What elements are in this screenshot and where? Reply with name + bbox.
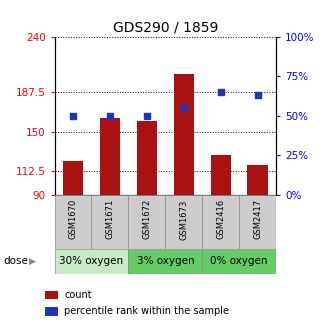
Bar: [211, 155, 231, 195]
Text: 3% oxygen: 3% oxygen: [136, 256, 194, 266]
Text: GSM1673: GSM1673: [179, 199, 188, 240]
Bar: [247, 165, 268, 195]
Bar: [128, 195, 165, 249]
Point: [181, 106, 187, 111]
Bar: [100, 118, 120, 195]
Point: [255, 93, 260, 98]
Point: [71, 113, 76, 119]
Bar: [55, 195, 91, 249]
Title: GDS290 / 1859: GDS290 / 1859: [113, 20, 218, 34]
Text: 30% oxygen: 30% oxygen: [59, 256, 124, 266]
Bar: [239, 195, 276, 249]
Point: [144, 113, 150, 119]
Text: GSM2417: GSM2417: [253, 199, 262, 239]
Text: 0% oxygen: 0% oxygen: [210, 256, 268, 266]
Text: ▶: ▶: [29, 257, 36, 266]
Text: GSM1672: GSM1672: [142, 199, 152, 240]
Bar: [165, 195, 202, 249]
Bar: [91, 195, 128, 249]
Bar: [202, 249, 276, 274]
Point: [218, 90, 223, 95]
Bar: [174, 74, 194, 195]
Text: GSM1670: GSM1670: [68, 199, 78, 240]
Bar: [55, 249, 128, 274]
Text: percentile rank within the sample: percentile rank within the sample: [64, 306, 229, 317]
Point: [107, 113, 113, 119]
Text: count: count: [64, 290, 92, 300]
Bar: [128, 249, 202, 274]
Bar: [137, 121, 157, 195]
Bar: [202, 195, 239, 249]
Text: GSM2416: GSM2416: [216, 199, 225, 239]
Bar: [63, 161, 83, 195]
Text: dose: dose: [3, 256, 28, 266]
Text: GSM1671: GSM1671: [105, 199, 115, 240]
